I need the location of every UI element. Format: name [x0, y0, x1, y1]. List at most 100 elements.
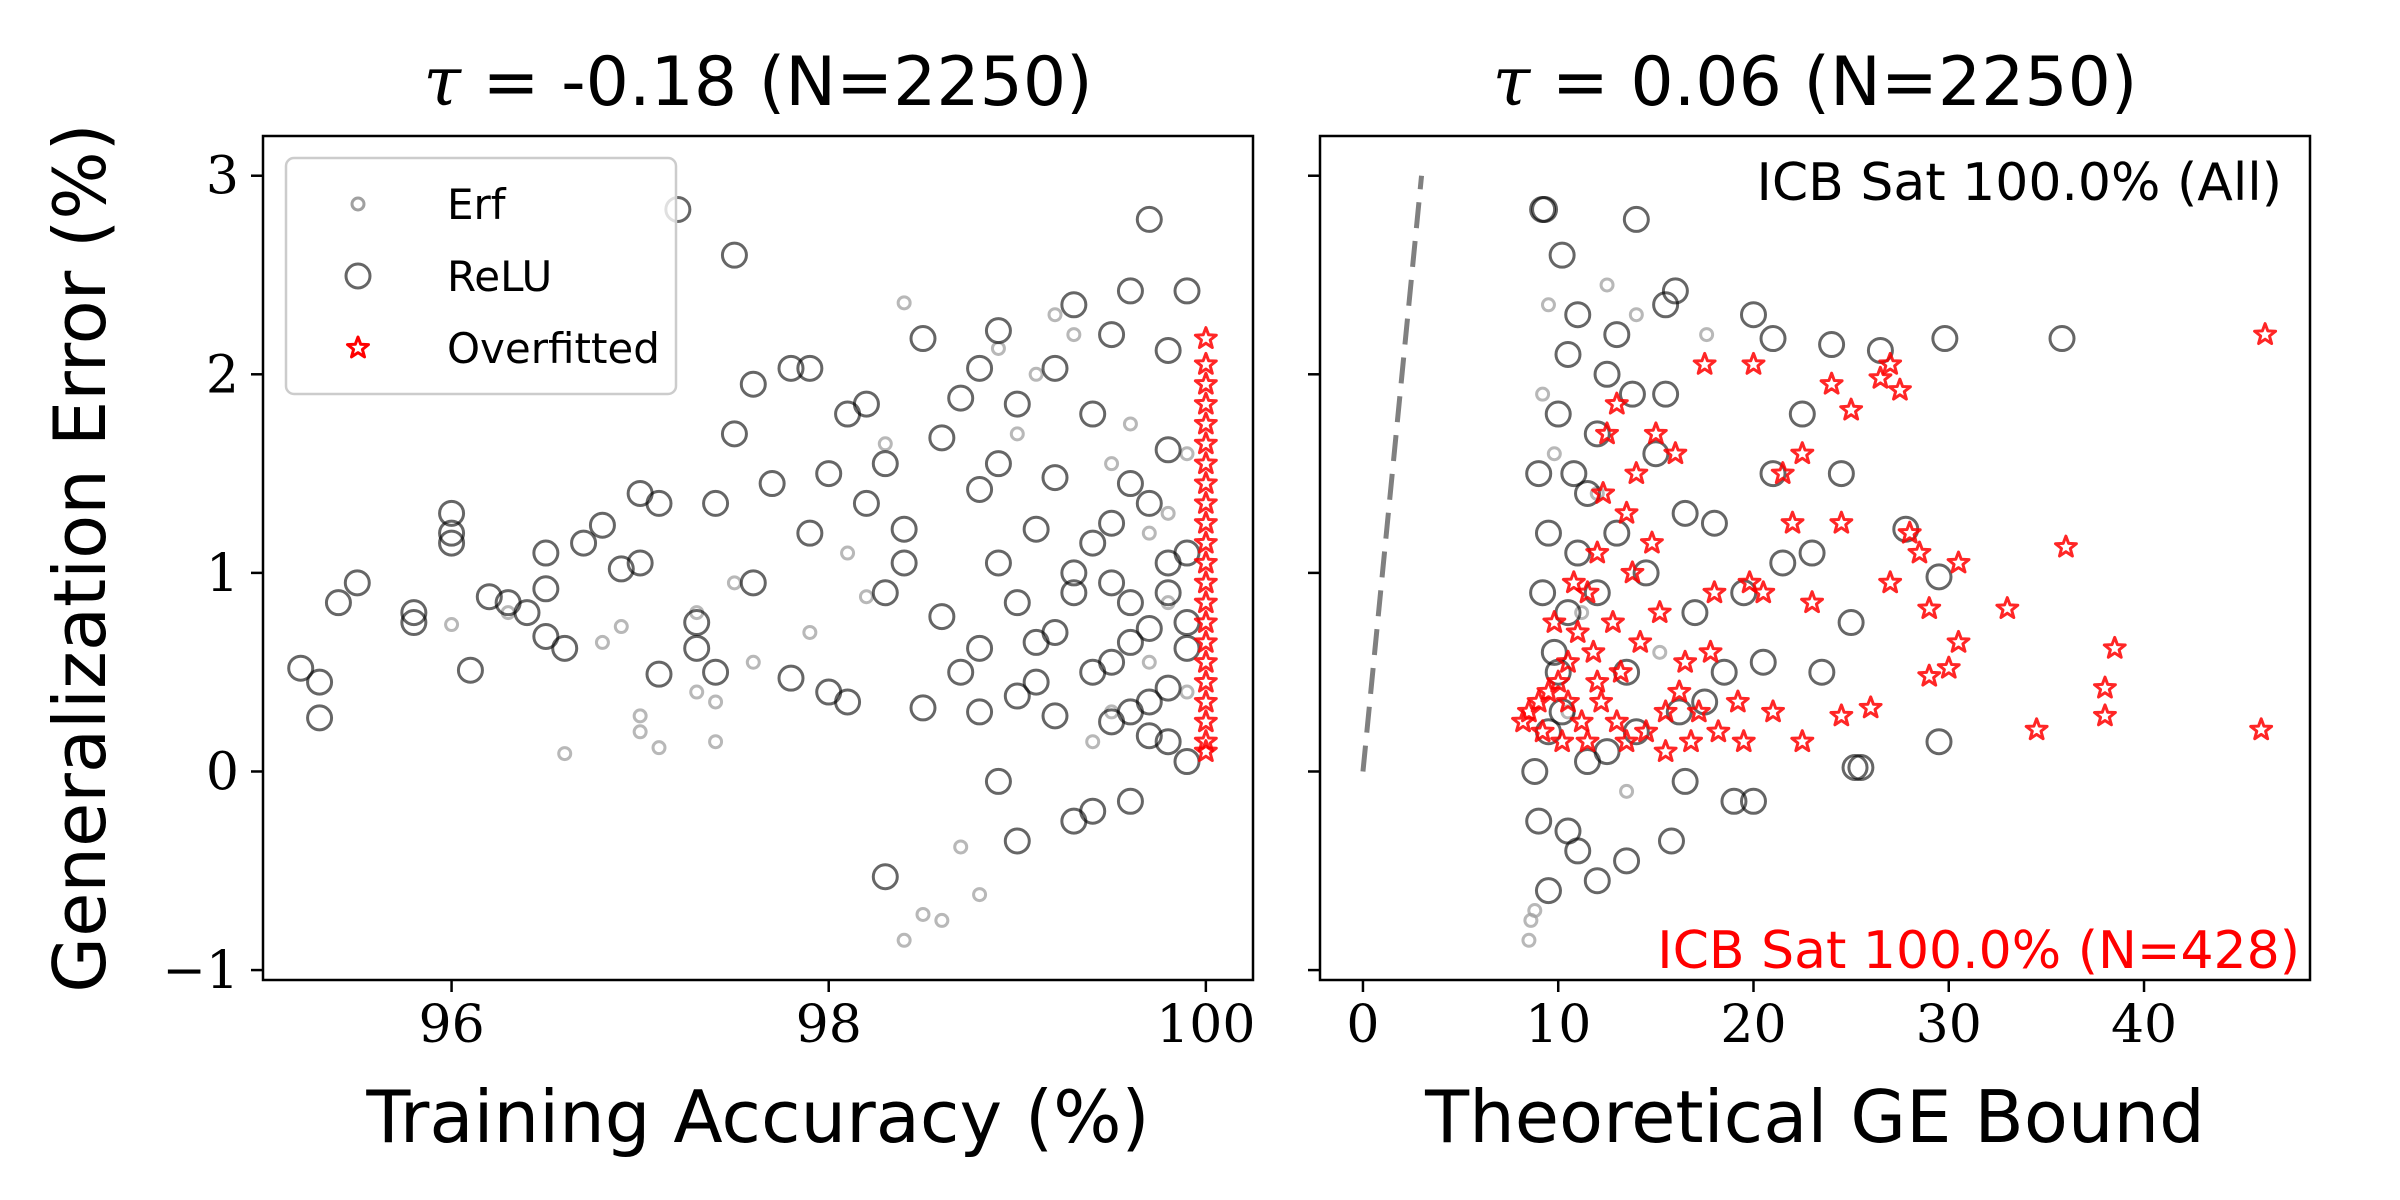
- legend-overfitted-marker: [346, 335, 370, 359]
- erf-point: [1179, 446, 1195, 462]
- relu-point: [400, 599, 428, 627]
- erf-point: [1179, 684, 1195, 700]
- relu-point: [1173, 277, 1201, 305]
- overfitted-point: [1819, 371, 1844, 395]
- overfitted-point: [1946, 550, 1971, 574]
- series-overfitted: [1511, 322, 2278, 762]
- legend-label: ReLU: [447, 252, 552, 301]
- relu-point: [1583, 867, 1611, 895]
- overfitted-point: [1193, 510, 1218, 534]
- relu-point: [815, 460, 843, 488]
- relu-point: [1022, 515, 1050, 543]
- x-tick-label: 20: [1720, 995, 1786, 1055]
- overfitted-point: [1193, 570, 1218, 594]
- relu-point: [1739, 301, 1767, 329]
- x-tick-label: 98: [796, 995, 862, 1055]
- overfitted-point: [1193, 649, 1218, 673]
- relu-point: [1671, 499, 1699, 527]
- relu-point: [1749, 648, 1777, 676]
- series-relu: [1521, 195, 2076, 905]
- y-tick-label: 1: [206, 544, 239, 604]
- relu-point: [1098, 509, 1126, 537]
- erf-point: [708, 694, 724, 710]
- overfitted-point: [1193, 689, 1218, 713]
- relu-point: [1642, 440, 1670, 468]
- erf-point: [1066, 327, 1082, 343]
- erf-point: [708, 734, 724, 750]
- panel-2: 0 10 20 30 40 τ = 0.06 (N=2250) Theoretical GE…: [1308, 43, 2312, 1159]
- relu-point: [947, 384, 975, 412]
- relu-point: [796, 354, 824, 382]
- relu-point: [702, 658, 730, 686]
- erf-point: [632, 708, 648, 724]
- relu-point: [796, 519, 824, 547]
- overfitted-point: [1193, 490, 1218, 514]
- overfitted-point: [1193, 739, 1218, 762]
- relu-point: [438, 499, 466, 527]
- overfitted-point: [1565, 620, 1590, 643]
- erf-point: [990, 340, 1006, 356]
- relu-point: [984, 450, 1012, 478]
- title-tau-symbol: τ: [423, 43, 462, 122]
- overfitted-point: [1620, 560, 1645, 584]
- plot-frame: [1318, 134, 2312, 982]
- relu-point: [1788, 400, 1816, 428]
- erf-point: [613, 619, 629, 635]
- relu-point: [1808, 658, 1836, 686]
- relu-point: [1671, 767, 1699, 795]
- relu-point: [1135, 205, 1163, 233]
- overfitted-point: [1653, 739, 1678, 762]
- overfitted-point: [1667, 679, 1692, 703]
- relu-point: [1154, 336, 1182, 364]
- erf-point: [1521, 932, 1537, 948]
- overfitted-point: [1698, 639, 1723, 663]
- relu-point: [1135, 614, 1163, 642]
- erf-point: [972, 887, 988, 903]
- relu-point: [475, 583, 503, 611]
- overfitted-point: [1692, 351, 1717, 375]
- erf-point: [1085, 734, 1101, 750]
- relu-point: [720, 241, 748, 269]
- relu-point: [777, 354, 805, 382]
- erf-point: [896, 932, 912, 948]
- legend-label: Erf: [447, 180, 507, 229]
- overfitted-point: [1530, 719, 1555, 743]
- relu-point: [777, 664, 805, 692]
- overfitted-point: [1725, 689, 1750, 713]
- relu-point: [1173, 609, 1201, 637]
- overfitted-point: [1581, 639, 1606, 663]
- relu-point: [1769, 549, 1797, 577]
- relu-point: [683, 634, 711, 662]
- relu-point: [1564, 539, 1592, 567]
- overfitted-point: [1907, 540, 1932, 564]
- title-value: = -0.18 (N=2250): [461, 43, 1093, 122]
- relu-point: [1116, 277, 1144, 305]
- legend-label: Overfitted: [447, 324, 660, 373]
- relu-point: [1041, 702, 1069, 730]
- relu-point: [966, 634, 994, 662]
- relu-point: [702, 489, 730, 517]
- relu-point: [1022, 668, 1050, 696]
- erf-point: [1141, 654, 1157, 670]
- relu-point: [984, 549, 1012, 577]
- relu-point: [1564, 301, 1592, 329]
- overfitted-point: [1193, 371, 1218, 395]
- erf-point: [953, 839, 969, 855]
- relu-point: [909, 694, 937, 722]
- relu-point: [966, 475, 994, 503]
- overfitted-point: [1995, 596, 2020, 619]
- relu-point: [928, 603, 956, 631]
- relu-point: [513, 599, 541, 627]
- overfitted-point: [1829, 703, 1854, 727]
- overfitted-point: [1614, 500, 1639, 524]
- overfitted-point: [1561, 570, 1586, 594]
- relu-point: [1079, 400, 1107, 428]
- erf-point: [1009, 426, 1025, 442]
- relu-point: [1560, 460, 1588, 488]
- overfitted-point: [1193, 590, 1218, 614]
- overfitted-point: [1193, 629, 1218, 653]
- relu-point: [1798, 539, 1826, 567]
- overfitted-point: [1608, 659, 1633, 683]
- series-overfitted: [1193, 326, 1218, 762]
- relu-point: [871, 863, 899, 891]
